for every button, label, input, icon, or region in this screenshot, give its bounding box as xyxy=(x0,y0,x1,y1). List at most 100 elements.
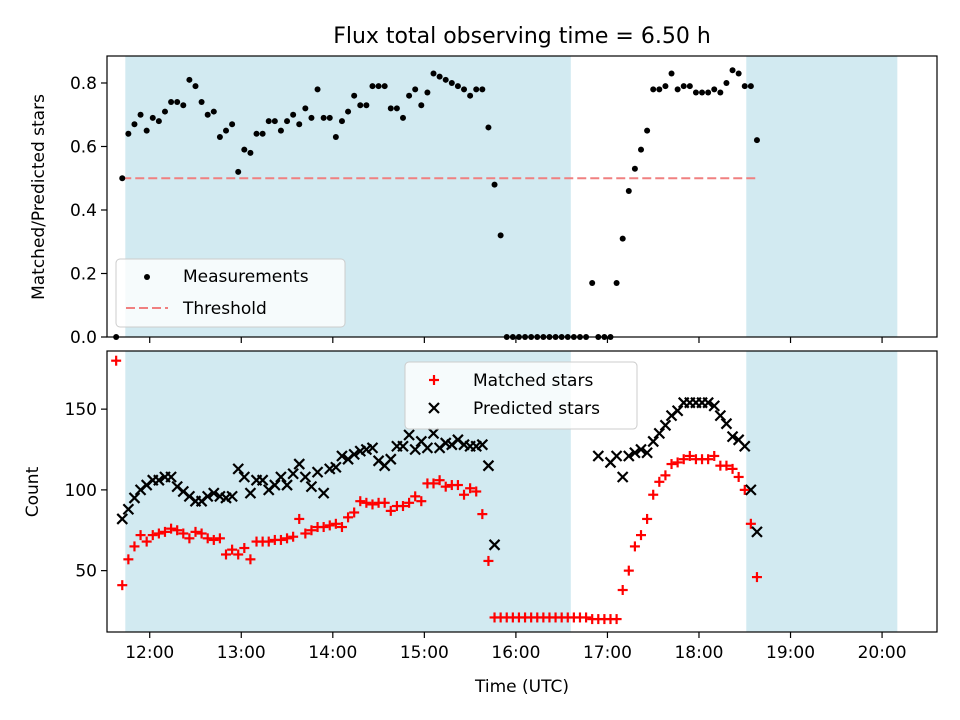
measurement-point xyxy=(491,181,498,188)
measurement-point xyxy=(186,76,193,83)
predicted-point xyxy=(122,503,135,516)
matched-point xyxy=(477,509,488,520)
measurement-point xyxy=(149,114,156,121)
predicted-point xyxy=(421,442,434,454)
matched-point xyxy=(739,484,750,495)
measurement-point xyxy=(741,83,748,90)
legend-matched-label: Matched stars xyxy=(473,371,593,391)
predicted-point xyxy=(647,435,659,448)
measurement-point xyxy=(247,149,254,156)
measurement-point xyxy=(241,146,248,153)
predicted-point xyxy=(153,474,165,486)
measurement-point xyxy=(619,235,626,242)
measurement-point xyxy=(235,168,242,175)
measurement-point xyxy=(277,127,284,134)
measurement-point xyxy=(735,70,742,77)
measurement-point xyxy=(467,92,474,99)
measurement-point xyxy=(662,83,669,90)
predicted-point xyxy=(623,450,635,462)
legend-measurements-marker xyxy=(144,274,150,280)
matched-point xyxy=(318,522,329,533)
matched-point xyxy=(166,523,177,534)
matched-point xyxy=(355,496,366,507)
matched-point xyxy=(263,536,274,547)
predicted-point xyxy=(311,466,324,478)
matched-point xyxy=(721,460,732,471)
matched-point xyxy=(709,450,720,461)
predicted-point xyxy=(281,479,293,491)
top-y-ticks: 0.0 0.2 0.4 0.6 0.8 xyxy=(70,74,107,348)
top-legend-box xyxy=(115,258,346,328)
predicted-point xyxy=(238,471,251,483)
matched-point xyxy=(452,480,463,491)
measurement-point xyxy=(326,114,333,121)
predicted-point xyxy=(403,429,415,441)
measurement-point xyxy=(174,99,181,106)
measurement-point xyxy=(198,99,205,106)
predicted-point xyxy=(275,471,287,483)
measurement-point xyxy=(406,92,413,99)
measurement-point xyxy=(747,83,754,90)
bottom-xtick-label: 14:00 xyxy=(308,643,357,663)
matched-point xyxy=(733,471,744,482)
measurement-point xyxy=(369,83,376,90)
measurement-point xyxy=(589,280,596,287)
matched-point xyxy=(294,513,305,524)
bottom-xtick-label: 16:00 xyxy=(491,643,540,663)
predicted-point xyxy=(629,446,641,459)
matched-point xyxy=(275,534,286,545)
bottom-y-ticks: 50 100 150 xyxy=(65,400,107,582)
measurement-point xyxy=(161,108,168,115)
measurement-point xyxy=(729,67,736,74)
bottom-xtick-label: 12:00 xyxy=(125,643,174,663)
bottom-ytick-label: 50 xyxy=(75,562,97,582)
measurement-point xyxy=(332,133,339,140)
top-x-ticks xyxy=(149,337,883,343)
predicted-point xyxy=(208,487,220,499)
measurement-point xyxy=(192,83,199,90)
matched-point xyxy=(367,499,378,510)
predicted-point xyxy=(745,484,757,496)
measurement-point xyxy=(644,127,651,134)
measurement-point xyxy=(155,118,162,125)
measurement-point xyxy=(265,118,272,125)
measurement-point xyxy=(412,86,419,93)
measurement-point xyxy=(229,121,236,128)
shaded-interval-1 xyxy=(746,56,898,337)
matched-point xyxy=(141,536,152,547)
matched-point xyxy=(483,555,494,566)
legend-measurements-label: Measurements xyxy=(183,267,309,287)
measurement-point xyxy=(204,111,211,118)
measurement-point xyxy=(692,89,699,96)
measurement-point xyxy=(180,102,187,109)
predicted-point xyxy=(738,440,751,453)
measurement-point xyxy=(223,127,230,134)
predicted-point xyxy=(397,440,409,453)
predicted-point xyxy=(287,467,299,480)
measurement-point xyxy=(168,99,175,106)
top-ytick-label: 0.2 xyxy=(70,264,97,284)
predicted-point xyxy=(348,448,360,461)
legend-predicted-marker xyxy=(428,402,440,414)
measurement-point xyxy=(143,127,150,134)
measurement-point xyxy=(284,118,291,125)
predicted-point xyxy=(720,417,733,430)
measurement-point xyxy=(674,86,681,93)
measurement-point xyxy=(357,102,364,109)
bottom-xtick-label: 20:00 xyxy=(858,643,907,663)
top-ytick-label: 0.0 xyxy=(70,328,97,348)
measurement-point xyxy=(210,108,217,115)
matched-point xyxy=(745,518,756,529)
matched-point xyxy=(654,476,665,487)
measurement-point xyxy=(375,83,382,90)
predicted-point xyxy=(726,430,739,443)
measurement-point xyxy=(625,187,632,194)
measurement-point xyxy=(442,76,449,83)
bottom-xtick-label: 17:00 xyxy=(583,643,632,663)
predicted-point xyxy=(714,409,727,422)
matched-point xyxy=(208,534,219,545)
matched-point xyxy=(666,459,677,470)
predicted-point xyxy=(702,396,714,409)
legend-threshold-label: Threshold xyxy=(182,299,267,319)
